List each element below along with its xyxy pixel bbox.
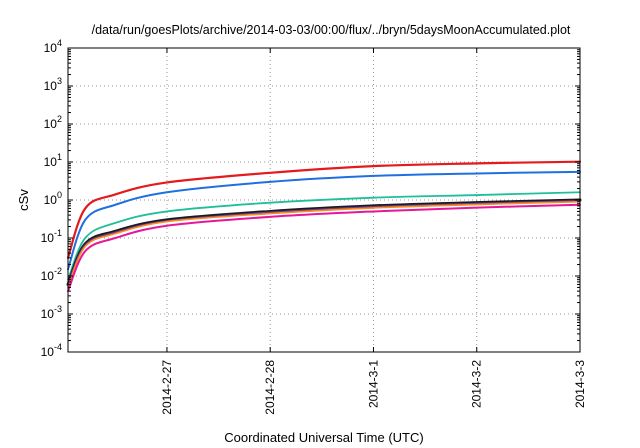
x-axis-title: Coordinated Universal Time (UTC) [224,430,423,445]
x-tick-label: 2014-3-3 [573,360,587,408]
series-line-1 [66,160,582,259]
x-tick-label: 2014-2-28 [263,360,277,415]
series-line-5 [67,199,581,286]
series-line-2 [67,170,581,271]
y-tick-exponent: 1 [57,152,62,162]
series-line-6 [67,200,581,289]
x-tick-label: 2014-3-1 [366,360,380,408]
y-tick-exponent: 3 [57,76,62,86]
chart-title: /data/run/goesPlots/archive/2014-03-03/0… [92,23,571,37]
y-tick-label: 10-4 [41,342,62,359]
label-layer: 10-410-310-210-11001011021031042014-2-27… [41,38,587,415]
y-tick-base: 10 [44,41,58,55]
series-line-3 [67,191,581,281]
y-tick-label: 101 [44,152,62,169]
y-tick-exponent: 0 [57,190,62,200]
y-tick-label: 102 [44,114,62,131]
y-tick-label: 103 [44,76,62,93]
y-axis-title: cSv [16,189,31,211]
series-line-7 [67,203,581,293]
y-tick-exponent: -2 [54,266,62,276]
y-tick-base: 10 [41,307,55,321]
tick-layer [68,47,581,353]
x-tick-label: 2014-2-27 [160,360,174,415]
y-tick-base: 10 [41,345,55,359]
y-tick-base: 10 [44,117,58,131]
y-tick-exponent: 2 [57,114,62,124]
y-tick-label: 10-3 [41,304,62,321]
y-tick-label: 104 [44,38,62,55]
y-tick-exponent: 4 [57,38,62,48]
x-tick-label: 2014-3-2 [470,360,484,408]
series-layer [66,160,582,293]
y-tick-base: 10 [44,79,58,93]
y-tick-base: 10 [41,231,55,245]
y-tick-base: 10 [44,155,58,169]
y-tick-base: 10 [41,269,55,283]
y-tick-label: 10-2 [41,266,62,283]
y-tick-base: 10 [44,193,58,207]
y-tick-label: 10-1 [41,228,62,245]
y-tick-exponent: -3 [54,304,62,314]
series-line-4 [66,198,582,286]
y-tick-exponent: -4 [54,342,62,352]
y-tick-label: 100 [44,190,62,207]
y-tick-exponent: -1 [54,228,62,238]
